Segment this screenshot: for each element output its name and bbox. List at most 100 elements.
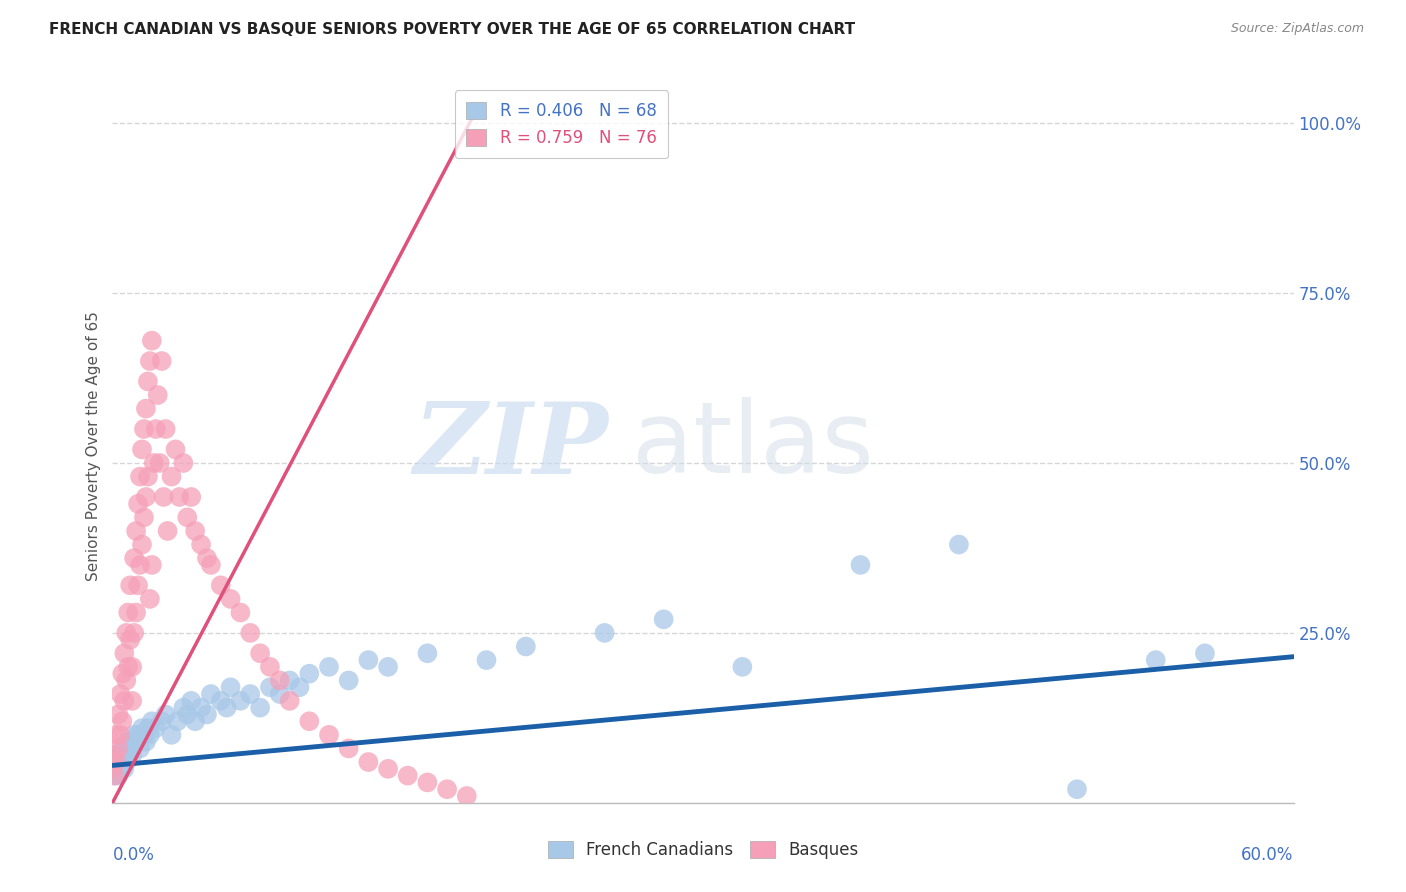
Point — [110, 748, 132, 763]
Point — [117, 660, 139, 674]
Point — [259, 660, 281, 674]
Point — [416, 775, 439, 789]
Point — [209, 578, 232, 592]
Point — [731, 660, 754, 674]
Text: Source: ZipAtlas.com: Source: ZipAtlas.com — [1230, 22, 1364, 36]
Point — [122, 551, 145, 566]
Point — [110, 687, 132, 701]
Point — [239, 687, 262, 701]
Point — [121, 734, 143, 748]
Point — [112, 694, 135, 708]
Point — [110, 728, 132, 742]
Point — [115, 755, 138, 769]
Point — [115, 626, 138, 640]
Point — [122, 728, 145, 742]
Point — [127, 728, 149, 742]
Point — [120, 632, 142, 647]
Point — [125, 734, 148, 748]
Point — [166, 714, 188, 729]
Legend: French Canadians, Basques: French Canadians, Basques — [541, 834, 865, 866]
Point — [132, 422, 155, 436]
Point — [298, 666, 321, 681]
Point — [139, 354, 162, 368]
Point — [131, 537, 153, 551]
Point — [117, 606, 139, 620]
Point — [377, 762, 399, 776]
Point — [149, 456, 172, 470]
Point — [249, 646, 271, 660]
Point — [103, 769, 125, 783]
Point — [337, 673, 360, 688]
Point — [318, 728, 340, 742]
Point — [184, 714, 207, 729]
Point — [1144, 653, 1167, 667]
Point — [136, 469, 159, 483]
Point — [129, 741, 152, 756]
Point — [172, 456, 194, 470]
Point — [259, 680, 281, 694]
Point — [120, 578, 142, 592]
Point — [103, 769, 125, 783]
Point — [269, 673, 291, 688]
Point — [849, 558, 872, 572]
Point — [111, 741, 134, 756]
Text: atlas: atlas — [633, 398, 873, 494]
Text: 0.0%: 0.0% — [112, 846, 155, 863]
Point — [278, 694, 301, 708]
Point — [288, 680, 311, 694]
Point — [456, 789, 478, 803]
Point — [146, 388, 169, 402]
Point — [107, 741, 129, 756]
Point — [184, 524, 207, 538]
Point — [169, 490, 191, 504]
Point — [150, 354, 173, 368]
Point — [219, 680, 242, 694]
Point — [269, 687, 291, 701]
Point — [139, 728, 162, 742]
Point — [129, 558, 152, 572]
Point — [1066, 782, 1088, 797]
Point — [652, 612, 675, 626]
Point — [115, 741, 138, 756]
Point — [209, 694, 232, 708]
Point — [150, 714, 173, 729]
Point — [396, 769, 419, 783]
Point — [377, 660, 399, 674]
Point — [156, 524, 179, 538]
Point — [165, 442, 187, 457]
Point — [107, 707, 129, 722]
Point — [105, 762, 128, 776]
Point — [121, 748, 143, 763]
Point — [136, 721, 159, 735]
Point — [229, 694, 252, 708]
Point — [145, 422, 167, 436]
Point — [176, 707, 198, 722]
Point — [357, 755, 380, 769]
Point — [131, 721, 153, 735]
Point — [357, 653, 380, 667]
Point — [132, 510, 155, 524]
Point — [190, 700, 212, 714]
Point — [200, 687, 222, 701]
Point — [239, 626, 262, 640]
Point — [141, 558, 163, 572]
Point — [141, 714, 163, 729]
Point — [436, 782, 458, 797]
Point — [127, 578, 149, 592]
Point — [249, 700, 271, 714]
Point — [172, 700, 194, 714]
Point — [105, 755, 128, 769]
Point — [515, 640, 537, 654]
Point — [152, 490, 174, 504]
Point — [160, 728, 183, 742]
Point — [219, 591, 242, 606]
Point — [180, 490, 202, 504]
Point — [101, 762, 124, 776]
Point — [139, 591, 162, 606]
Point — [112, 748, 135, 763]
Point — [111, 714, 134, 729]
Point — [129, 469, 152, 483]
Point — [215, 700, 238, 714]
Point — [948, 537, 970, 551]
Point — [136, 375, 159, 389]
